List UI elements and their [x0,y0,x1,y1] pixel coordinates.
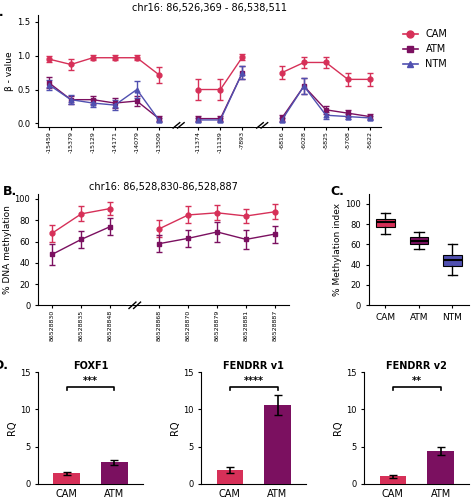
Y-axis label: % Methylation index: % Methylation index [334,203,343,296]
Title: FENDRR v1: FENDRR v1 [223,361,284,371]
Y-axis label: β - value: β - value [5,51,14,91]
Text: B.: B. [3,185,17,198]
Bar [171,15,186,127]
PathPatch shape [376,219,395,227]
Bar [101,462,128,484]
Text: A.: A. [0,6,5,19]
Y-axis label: RQ: RQ [333,421,343,435]
Title: FOXF1: FOXF1 [73,361,108,371]
Text: ***: *** [83,376,98,386]
Y-axis label: RQ: RQ [7,421,17,435]
PathPatch shape [443,255,462,266]
Title: FENDRR v2: FENDRR v2 [386,361,447,371]
PathPatch shape [410,237,428,244]
Bar [255,15,270,127]
Text: C.: C. [330,185,344,198]
Title: chr16: 86,528,830-86,528,887: chr16: 86,528,830-86,528,887 [89,181,238,192]
Bar [264,405,291,484]
Y-axis label: RQ: RQ [170,421,180,435]
Bar [380,476,406,484]
Text: D.: D. [0,359,9,372]
Text: ****: **** [244,376,264,386]
Legend: CAM, ATM, NTM: CAM, ATM, NTM [399,26,451,73]
Y-axis label: % DNA methylation: % DNA methylation [3,205,12,294]
Text: **: ** [411,376,422,386]
Title: chr16: 86,526,369 - 86,538,511: chr16: 86,526,369 - 86,538,511 [132,3,287,13]
Bar [54,473,80,484]
Bar [428,451,454,484]
Bar [126,194,144,305]
Bar [217,470,243,484]
